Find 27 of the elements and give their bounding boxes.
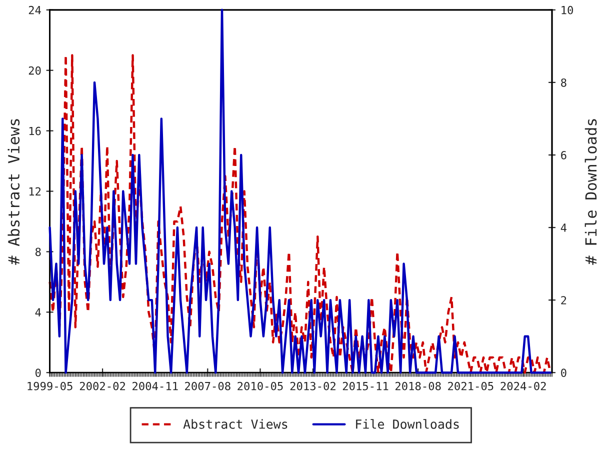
x-tick-label: 2013-02 (290, 382, 336, 390)
x-tick-label: 2024-02 (500, 382, 546, 390)
x-tick-label: 2021-05 (448, 382, 494, 390)
y-tick-label: 0 (36, 368, 41, 378)
y2-tick-label: 8 (561, 78, 566, 87)
y-axis-title: # Abstract Views (8, 119, 20, 265)
legend-label: Abstract Views (183, 419, 288, 429)
y2-tick-label: 4 (560, 224, 566, 232)
y-tick-label: 20 (28, 66, 41, 75)
y-tick-label: 4 (35, 308, 41, 316)
x-tick-label: 2007-08 (185, 382, 230, 390)
x-tick-label: 2018-08 (395, 382, 441, 390)
y2-tick-label: 2 (561, 296, 566, 304)
y2-axis-title: # File Downloads (584, 119, 597, 265)
x-tick-label: 2002-02 (80, 382, 126, 390)
y2-tick-label: 6 (561, 150, 566, 160)
y-tick-label: 24 (28, 6, 41, 14)
x-tick-label: 1999-05 (28, 382, 72, 390)
y-tick-label: 12 (29, 187, 41, 196)
x-tick-label: 2004-11 (132, 382, 178, 390)
y-tick-label: 8 (35, 248, 41, 256)
y2-tick-label: 0 (561, 368, 566, 378)
y-tick-label: 16 (29, 126, 41, 136)
x-tick-label: 2010-05 (238, 382, 283, 390)
x-tick-label: 2015-11 (342, 382, 388, 390)
legend-label: File Downloads (356, 419, 459, 429)
y2-tick-label: 10 (562, 6, 573, 14)
